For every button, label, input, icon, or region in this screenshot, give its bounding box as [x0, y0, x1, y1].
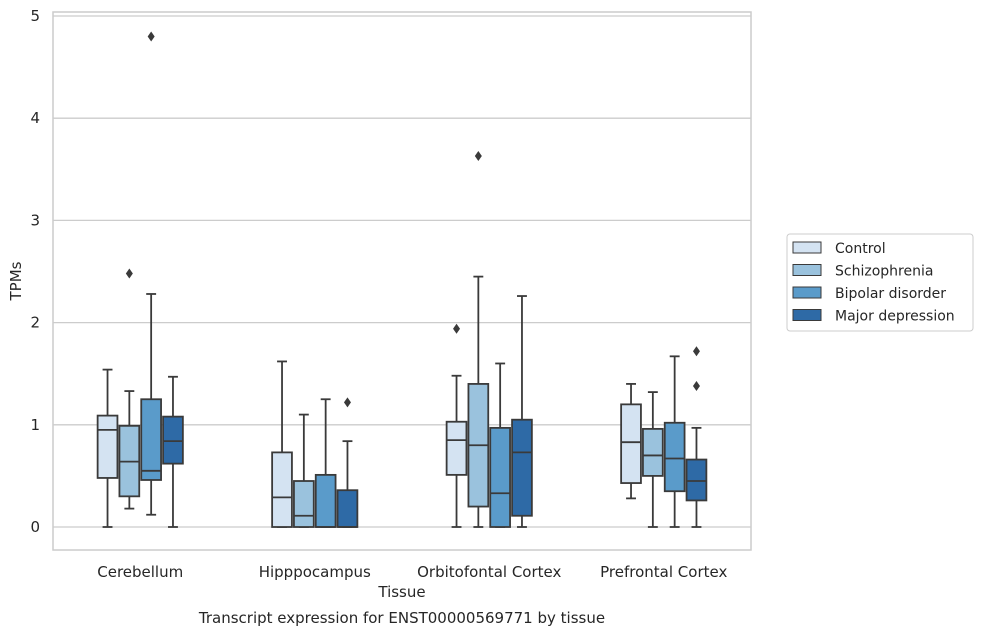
box-2-0 [140, 31, 162, 516]
y-tick-label: 3 [30, 211, 40, 229]
box-0-2 [445, 323, 468, 528]
x-tick-label: Orbitofontal Cortex [417, 563, 561, 581]
box-1-1 [293, 413, 315, 528]
box-0-1 [271, 360, 293, 528]
box-body [445, 420, 468, 476]
legend-swatch-0 [792, 241, 822, 254]
y-tick-label: 2 [30, 314, 40, 332]
box-body [314, 473, 337, 528]
outlier-point [453, 323, 461, 334]
y-axis-label: TPMs [7, 261, 25, 301]
y-tick-label: 0 [30, 518, 40, 536]
box-0-0 [96, 368, 119, 528]
outlier-point [125, 268, 133, 279]
y-tick-label: 1 [30, 416, 40, 434]
box-body [96, 414, 119, 479]
y-tick-label: 5 [30, 7, 40, 25]
box-groups [96, 31, 708, 528]
box-0-3 [620, 383, 642, 500]
box-body [642, 427, 664, 477]
box-1-3 [642, 391, 664, 528]
box-body [685, 458, 708, 502]
x-tick-labels: Cerebellum Hipppocampus Orbitofontal Corte… [97, 563, 727, 581]
box-3-3 [685, 346, 708, 528]
box-3-1 [336, 397, 359, 528]
box-body [293, 480, 315, 528]
x-tick-label: Prefrontal Cortex [600, 563, 727, 581]
box-3-2 [511, 295, 533, 528]
legend-label-0: Control [835, 241, 886, 257]
y-tick-labels: 0 1 2 3 4 5 [30, 7, 40, 536]
legend-label-1: Schizophrenia [835, 264, 933, 280]
legend-frame [786, 233, 974, 332]
box-2-2 [489, 362, 511, 528]
x-tick-label: Hipppocampus [259, 563, 371, 581]
box-body [336, 489, 359, 528]
box-1-0 [118, 268, 141, 510]
outlier-point [343, 397, 351, 408]
outlier-point [692, 346, 700, 357]
box-body [140, 398, 162, 481]
box-2-1 [314, 398, 337, 528]
box-body [489, 426, 511, 528]
x-axis-label: Tissue [377, 583, 425, 601]
box-body [271, 451, 293, 528]
outlier-point [147, 31, 155, 42]
legend-swatch-1 [792, 264, 822, 276]
box-body [511, 418, 533, 517]
box-2-3 [663, 355, 686, 528]
box-1-2 [467, 151, 490, 528]
box-3-0 [162, 375, 184, 528]
box-body [620, 403, 642, 484]
box-body [162, 415, 184, 465]
y-tick-label: 4 [30, 109, 40, 127]
outlier-point [474, 151, 482, 162]
legend-label-2: Bipolar disorder [835, 286, 946, 302]
legend-swatch-3 [792, 309, 822, 321]
chart-caption: Transcript expression for ENST0000056977… [198, 609, 605, 627]
box-body [663, 421, 686, 493]
x-tick-label: Cerebellum [97, 563, 183, 581]
outlier-point [692, 380, 700, 391]
legend: Control Schizophrenia Bipolar disorder Majo… [786, 233, 974, 332]
legend-label-3: Major depression [835, 309, 955, 325]
legend-swatch-2 [792, 286, 822, 299]
